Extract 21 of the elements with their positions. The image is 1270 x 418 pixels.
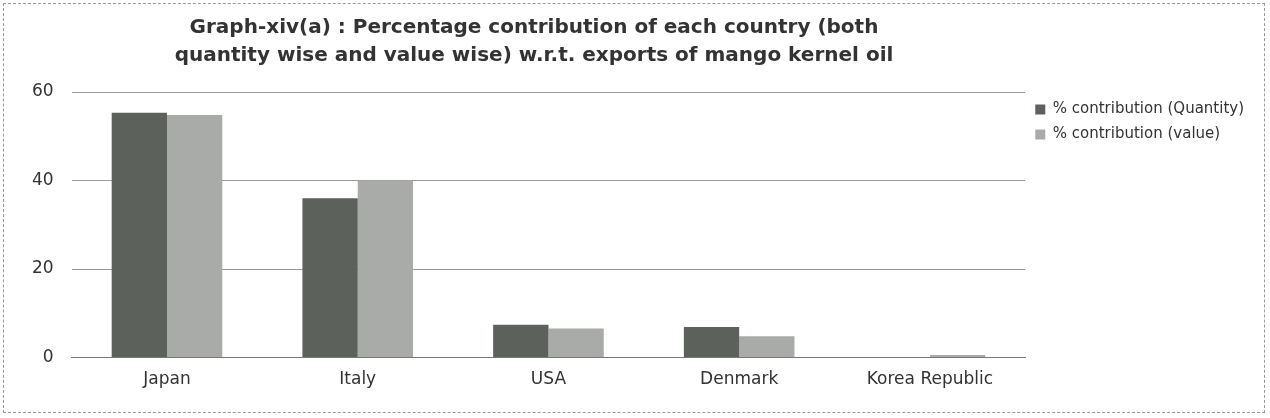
y-tick-label: 0 — [42, 346, 54, 367]
x-tick-label: Japan — [142, 368, 191, 389]
bar — [167, 115, 223, 358]
legend-label: % contribution (value) — [1052, 124, 1221, 143]
bar — [357, 180, 414, 358]
y-tick-label: 40 — [31, 168, 54, 189]
bar — [683, 327, 740, 358]
chart-title: Graph-xiv(a) : Percentage contribution of each country (both quantity wise and value wise) w.r.t. exports of mango kernel oil — [173, 13, 895, 68]
bar — [929, 354, 986, 358]
bar — [493, 324, 549, 358]
x-tick-label: Korea Republic — [866, 368, 994, 389]
bar — [302, 198, 358, 358]
bar — [548, 328, 604, 358]
y-tick-label: 20 — [31, 257, 54, 278]
bar — [739, 336, 795, 358]
bar — [111, 112, 167, 358]
y-tick-label: 60 — [31, 80, 54, 101]
legend-label: % contribution (Quantity) — [1052, 99, 1245, 118]
x-tick-label: Denmark — [700, 368, 779, 389]
x-tick-label: USA — [530, 368, 567, 389]
x-tick-label: Italy — [339, 368, 377, 389]
